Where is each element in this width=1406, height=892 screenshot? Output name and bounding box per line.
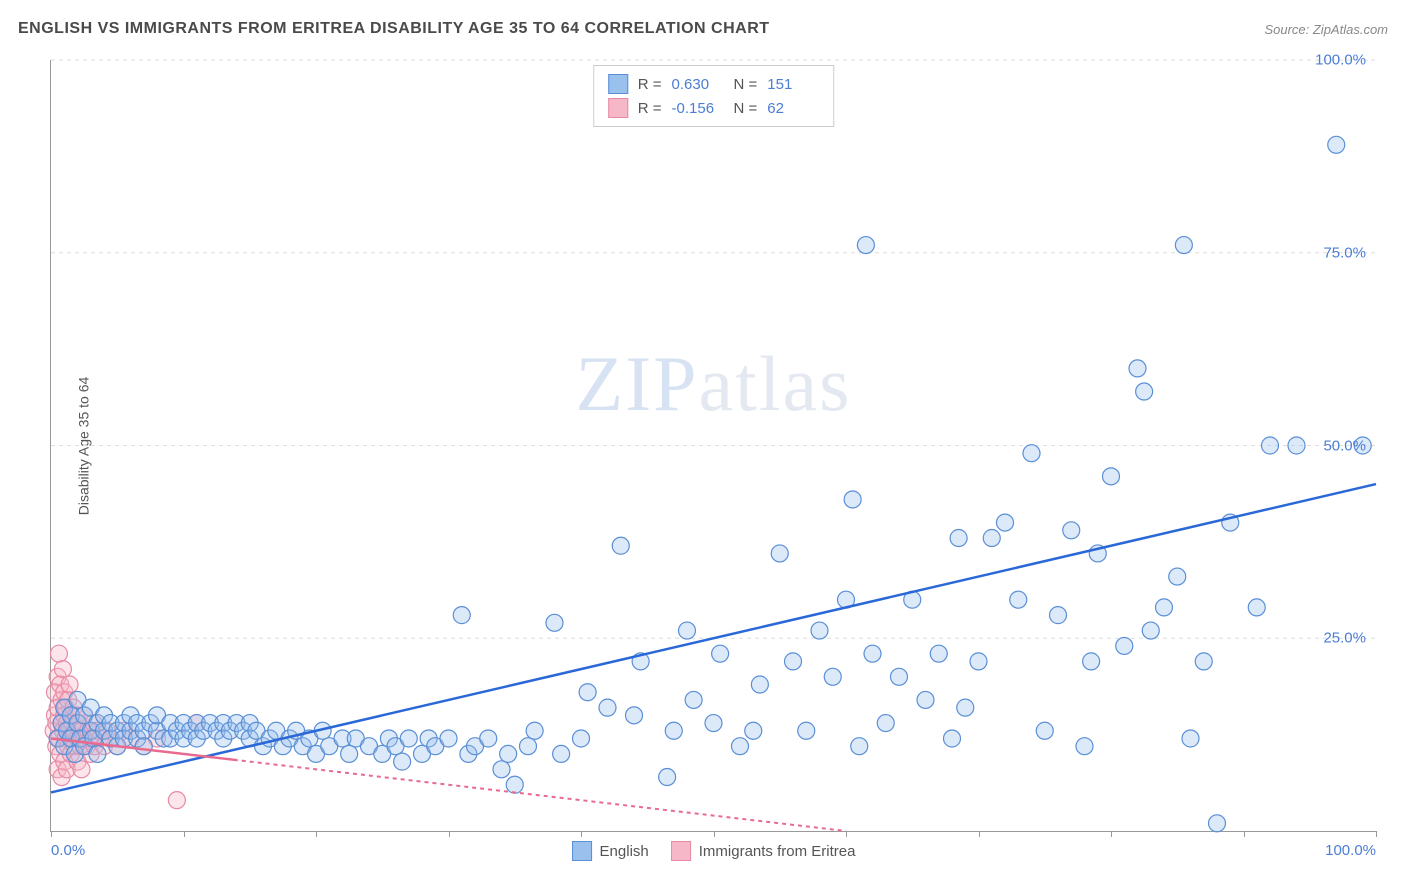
x-tick bbox=[51, 831, 52, 837]
n-value-english: 151 bbox=[767, 76, 819, 93]
stats-legend: R = 0.630 N = 151 R = -0.156 N = 62 bbox=[593, 65, 835, 127]
x-axis-max-label: 100.0% bbox=[1325, 842, 1376, 859]
y-tick-label: 25.0% bbox=[1323, 630, 1366, 647]
x-tick bbox=[846, 831, 847, 837]
y-tick-label: 75.0% bbox=[1323, 244, 1366, 261]
x-axis-min-label: 0.0% bbox=[51, 842, 85, 859]
n-label-2: N = bbox=[734, 100, 758, 117]
stats-row-english: R = 0.630 N = 151 bbox=[608, 72, 820, 96]
legend-item-eritrea: Immigrants from Eritrea bbox=[671, 841, 856, 861]
title-bar: ENGLISH VS IMMIGRANTS FROM ERITREA DISAB… bbox=[18, 20, 1388, 38]
legend-label-eritrea: Immigrants from Eritrea bbox=[699, 843, 856, 860]
x-tick bbox=[449, 831, 450, 837]
series-legend: English Immigrants from Eritrea bbox=[572, 841, 856, 861]
legend-swatch-english bbox=[572, 841, 592, 861]
swatch-english bbox=[608, 74, 628, 94]
x-tick bbox=[979, 831, 980, 837]
chart-container: ENGLISH VS IMMIGRANTS FROM ERITREA DISAB… bbox=[0, 0, 1406, 892]
n-label: N = bbox=[734, 76, 758, 93]
plot-area: ZIPatlas R = 0.630 N = 151 R = -0.156 N … bbox=[50, 60, 1376, 832]
stats-row-eritrea: R = -0.156 N = 62 bbox=[608, 96, 820, 120]
y-tick-label: 100.0% bbox=[1315, 52, 1366, 69]
y-tick-label: 50.0% bbox=[1323, 437, 1366, 454]
x-tick bbox=[184, 831, 185, 837]
x-tick bbox=[1111, 831, 1112, 837]
r-label-2: R = bbox=[638, 100, 662, 117]
r-value-english: 0.630 bbox=[672, 76, 724, 93]
swatch-eritrea bbox=[608, 98, 628, 118]
chart-title: ENGLISH VS IMMIGRANTS FROM ERITREA DISAB… bbox=[18, 20, 770, 38]
plot-svg bbox=[51, 60, 1376, 831]
r-value-eritrea: -0.156 bbox=[672, 100, 724, 117]
source-label: Source: ZipAtlas.com bbox=[1264, 22, 1388, 37]
legend-swatch-eritrea bbox=[671, 841, 691, 861]
r-label: R = bbox=[638, 76, 662, 93]
n-value-eritrea: 62 bbox=[767, 100, 819, 117]
x-tick bbox=[1376, 831, 1377, 837]
legend-item-english: English bbox=[572, 841, 649, 861]
x-tick bbox=[714, 831, 715, 837]
x-tick bbox=[1244, 831, 1245, 837]
legend-label-english: English bbox=[600, 843, 649, 860]
x-tick bbox=[581, 831, 582, 837]
x-tick bbox=[316, 831, 317, 837]
